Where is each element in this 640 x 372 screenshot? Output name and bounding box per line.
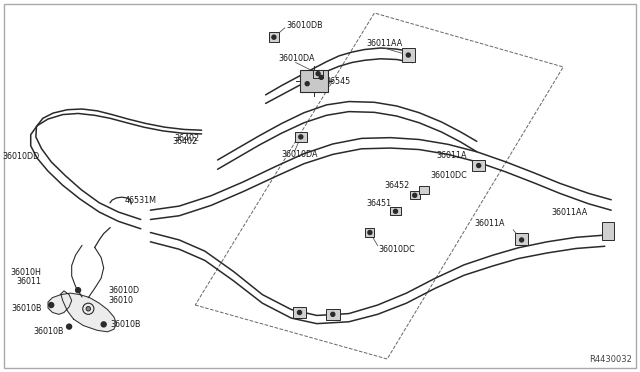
Polygon shape (48, 291, 116, 332)
Text: 36010B: 36010B (11, 304, 42, 313)
Text: 36010DD: 36010DD (3, 152, 40, 161)
Text: 36010: 36010 (109, 296, 134, 305)
Circle shape (406, 53, 410, 57)
Text: 36010DB: 36010DB (287, 21, 323, 30)
Circle shape (86, 307, 90, 311)
Text: R4430032: R4430032 (589, 355, 632, 364)
Circle shape (49, 302, 54, 308)
Text: 36010H: 36010H (11, 268, 42, 277)
Text: 46531M: 46531M (125, 196, 157, 205)
Circle shape (394, 209, 397, 213)
Text: 36402: 36402 (174, 134, 199, 143)
Bar (390, 207, 401, 215)
Text: 36011AA: 36011AA (552, 208, 588, 217)
Circle shape (319, 76, 323, 79)
Text: 36011AA: 36011AA (366, 39, 403, 48)
Bar (326, 309, 340, 320)
Text: 36010DA: 36010DA (278, 54, 315, 63)
Circle shape (316, 72, 320, 76)
Text: 36451: 36451 (366, 199, 391, 208)
Text: 36010DA: 36010DA (282, 150, 318, 159)
Text: 36011A: 36011A (436, 151, 467, 160)
Text: 36452: 36452 (384, 181, 409, 190)
Circle shape (101, 322, 106, 327)
Circle shape (76, 288, 81, 293)
Text: 36011A: 36011A (475, 219, 506, 228)
Text: 36010D: 36010D (109, 286, 140, 295)
Bar (410, 191, 420, 199)
Circle shape (368, 231, 372, 234)
Circle shape (299, 135, 303, 139)
Circle shape (305, 82, 309, 86)
Bar (300, 70, 328, 92)
Bar (602, 222, 614, 240)
Bar (402, 48, 415, 62)
Circle shape (272, 35, 276, 39)
Circle shape (298, 311, 301, 314)
Text: 36010DC: 36010DC (379, 245, 415, 254)
Circle shape (67, 324, 72, 329)
Text: 36010B: 36010B (110, 320, 141, 329)
Text: 36010DC: 36010DC (430, 171, 467, 180)
Bar (419, 186, 429, 194)
Circle shape (331, 312, 335, 316)
Circle shape (413, 193, 417, 197)
Text: 36545: 36545 (325, 77, 350, 86)
Bar (269, 32, 279, 42)
Bar (365, 228, 374, 237)
Text: 36402: 36402 (173, 137, 198, 146)
Bar (515, 233, 528, 245)
Bar (293, 307, 306, 318)
Bar (472, 160, 485, 171)
Bar (295, 132, 307, 142)
Circle shape (520, 238, 524, 242)
Text: 36011: 36011 (17, 278, 42, 286)
Circle shape (477, 164, 481, 167)
Bar (313, 70, 323, 78)
Text: 36010B: 36010B (33, 327, 64, 336)
